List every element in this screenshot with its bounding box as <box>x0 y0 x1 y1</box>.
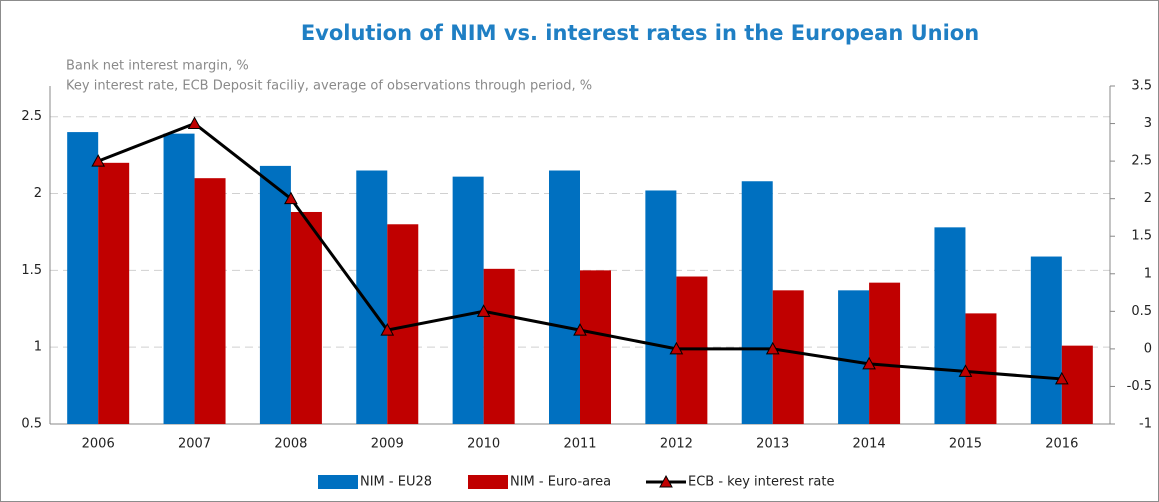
y-tick-label: 2 <box>34 186 42 201</box>
legend-swatch <box>468 475 508 489</box>
marker <box>380 323 395 336</box>
y-tick-label: 2.5 <box>21 109 42 124</box>
marker <box>862 356 876 370</box>
y-tick-label: 0.5 <box>21 417 42 432</box>
y2-tick-label: 3.5 <box>1131 79 1152 94</box>
y2-tick-label: -0.5 <box>1127 379 1152 394</box>
y2-tick-label: 2.5 <box>1131 154 1152 169</box>
bar <box>934 227 966 424</box>
marker <box>958 364 973 377</box>
bar <box>290 211 322 424</box>
bar <box>580 270 611 424</box>
x-tick-label: 2011 <box>563 437 596 452</box>
x-tick-label: 2013 <box>756 437 789 452</box>
bar <box>98 162 130 424</box>
bar <box>772 290 804 424</box>
subtitle: Key interest rate, ECB Deposit faciliy, … <box>66 79 592 94</box>
y2-tick-label: 3 <box>1144 116 1152 131</box>
x-tick-label: 2016 <box>1045 437 1078 452</box>
y2-tick-label: 2 <box>1144 191 1152 206</box>
y2-tick-label: 0 <box>1144 341 1152 356</box>
x-tick-label: 2014 <box>853 437 886 452</box>
bar <box>1030 256 1062 424</box>
x-tick-label: 2006 <box>82 437 115 452</box>
y2-tick-label: -1 <box>1139 417 1152 432</box>
bar <box>259 165 291 424</box>
marker <box>187 116 202 130</box>
legend-swatch <box>318 475 358 489</box>
x-tick-label: 2010 <box>467 437 500 452</box>
y-tick-label: 1 <box>34 340 42 355</box>
legend-swatch <box>659 474 673 488</box>
chart-title: Evolution of NIM vs. interest rates in t… <box>301 21 979 45</box>
x-tick-label: 2012 <box>660 437 693 452</box>
x-tick-label: 2007 <box>178 437 211 452</box>
y2-tick-label: 1.5 <box>1131 229 1152 244</box>
legend-label: NIM - EU28 <box>360 475 432 490</box>
bar <box>1061 345 1093 424</box>
bar <box>194 178 226 424</box>
x-tick-label: 2009 <box>371 437 404 452</box>
bar <box>965 313 997 424</box>
bar <box>483 268 515 424</box>
y2-tick-label: 0.5 <box>1131 304 1152 319</box>
marker <box>1054 371 1069 385</box>
marker <box>476 304 491 317</box>
bar <box>356 170 388 424</box>
subtitle: Bank net interest margin, % <box>66 59 249 74</box>
marker <box>91 154 106 167</box>
y2-tick-label: 1 <box>1144 266 1152 281</box>
marker <box>284 191 298 205</box>
bar <box>645 190 677 424</box>
marker <box>669 341 684 355</box>
bar <box>549 170 580 424</box>
marker <box>765 341 780 355</box>
x-tick-label: 2008 <box>274 437 307 452</box>
legend-label: ECB - key interest rate <box>688 475 834 490</box>
y-tick-label: 1.5 <box>21 263 42 278</box>
marker <box>573 323 587 336</box>
bar <box>452 176 484 424</box>
legend-label: NIM - Euro-area <box>510 475 611 490</box>
bar <box>838 290 870 424</box>
bar <box>163 133 195 425</box>
bar <box>67 132 99 424</box>
bar <box>869 282 901 424</box>
x-tick-label: 2015 <box>949 437 982 452</box>
bar <box>741 181 773 424</box>
